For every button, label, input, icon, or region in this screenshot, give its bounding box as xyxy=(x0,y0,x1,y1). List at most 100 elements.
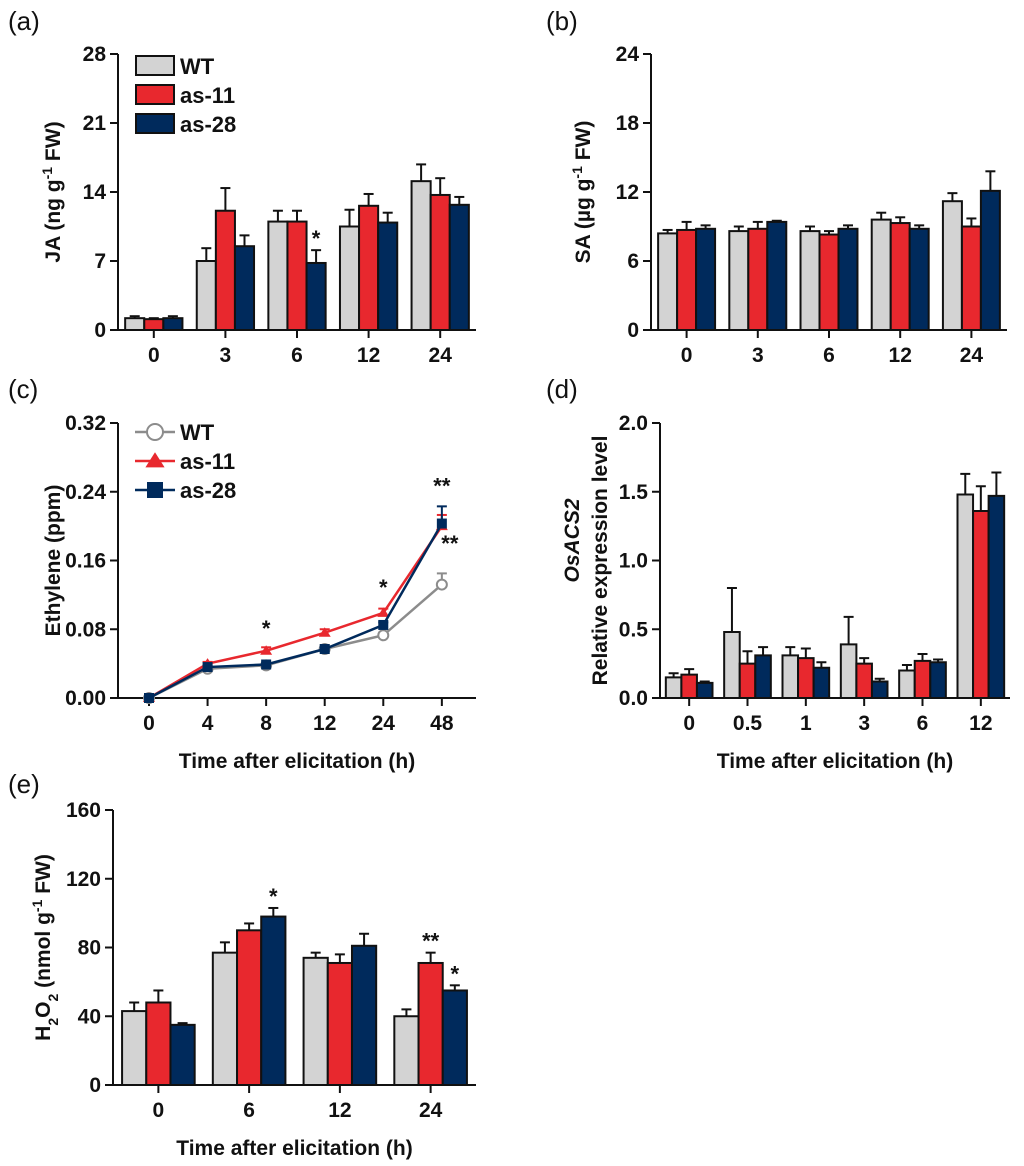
bar-as-28 xyxy=(260,915,287,1086)
bar-as-11 xyxy=(236,929,263,1086)
y-tick-label: 0.32 xyxy=(65,412,106,435)
point-as-11 xyxy=(260,645,273,655)
x-axis-label: Time after elicitation (h) xyxy=(176,1137,413,1160)
bar-as-28 xyxy=(766,220,788,331)
bar-as-28 xyxy=(908,227,930,331)
point-as-11 xyxy=(318,627,331,637)
significance-marker: * xyxy=(269,884,278,909)
y-tick-label: 0.24 xyxy=(65,481,106,504)
y-tick-label: 0 xyxy=(627,319,639,342)
x-tick-label: 0.5 xyxy=(733,712,763,735)
y-axis-label: SA (µg g-1 FW) xyxy=(569,121,595,264)
legend-swatch-as-28 xyxy=(135,113,175,134)
x-tick-label: 12 xyxy=(969,712,992,735)
bar-as-11 xyxy=(855,662,873,699)
bar-wt xyxy=(195,260,217,331)
x-axis-label: Time after elicitation (h) xyxy=(179,750,416,773)
y-tick-label: 0.08 xyxy=(65,618,106,641)
y-tick-label: 1.5 xyxy=(619,481,649,504)
y-tick-label: 0 xyxy=(94,319,106,342)
bar-wt xyxy=(723,631,741,699)
legend-label: as-28 xyxy=(180,112,236,137)
x-tick-label: 6 xyxy=(243,1099,255,1122)
legend-swatch-wt xyxy=(135,55,175,76)
point-as-28 xyxy=(261,659,272,670)
bar-as-11 xyxy=(326,961,353,1086)
legend-marker-as-28 xyxy=(147,482,163,498)
x-tick-label: 3 xyxy=(220,344,232,367)
bar-as-28 xyxy=(448,203,470,331)
x-tick-label: 1 xyxy=(800,712,812,735)
bar-wt xyxy=(839,643,858,699)
bar-as-11 xyxy=(214,209,236,332)
x-tick-label: 0 xyxy=(143,712,155,735)
bar-as-11 xyxy=(738,662,757,699)
x-tick-label: 12 xyxy=(357,344,380,367)
x-tick-label: 4 xyxy=(202,712,214,735)
significance-marker: ** xyxy=(433,473,451,498)
x-tick-label: 0 xyxy=(153,1099,165,1122)
x-tick-label: 24 xyxy=(429,344,453,367)
bar-as-28 xyxy=(929,661,947,699)
bar-as-11 xyxy=(676,228,698,331)
panel-label: (e) xyxy=(8,769,40,799)
bar-wt xyxy=(657,232,679,331)
bar-wt xyxy=(870,218,892,332)
panel-c-ethylene-chart: (c) 0.00 0.08 0.16 0.24 0.32 Ethylene (ppm) Tim… xyxy=(8,374,476,773)
bar-as-11 xyxy=(286,220,308,331)
bar-wt xyxy=(410,180,432,331)
bar-as-28 xyxy=(305,261,327,332)
point-as-28 xyxy=(202,662,213,673)
x-tick-label: 6 xyxy=(917,712,929,735)
bar-wt xyxy=(799,230,821,332)
x-tick-label: 24 xyxy=(960,344,984,367)
bar-as-28 xyxy=(233,245,256,331)
significance-marker: ** xyxy=(422,929,440,954)
x-tick-label: 3 xyxy=(752,344,764,367)
bar-as-28 xyxy=(870,680,889,699)
bar-as-11 xyxy=(889,222,911,331)
point-as-11 xyxy=(377,607,390,617)
panel-label: (b) xyxy=(546,6,578,36)
y-tick-label: 14 xyxy=(83,181,107,204)
y-axis-label: Ethylene (ppm) xyxy=(42,485,65,637)
bar-as-28 xyxy=(987,494,1006,699)
y-tick-label: 28 xyxy=(83,43,107,66)
bar-as-11 xyxy=(797,657,815,699)
bar-wt xyxy=(781,654,800,699)
bar-as-28 xyxy=(979,189,1001,331)
x-tick-label: 24 xyxy=(372,712,396,735)
y-tick-label: 12 xyxy=(616,181,639,204)
x-tick-label: 12 xyxy=(313,712,336,735)
y-tick-label: 80 xyxy=(78,937,101,960)
bar-as-11 xyxy=(913,659,932,699)
significance-marker: * xyxy=(451,961,460,986)
bar-wt xyxy=(124,317,146,331)
bar-wt xyxy=(393,1015,420,1086)
y-tick-label: 40 xyxy=(78,1005,101,1028)
y-tick-label: 18 xyxy=(616,112,640,135)
y-tick-label: 160 xyxy=(66,799,101,822)
legend-label: as-11 xyxy=(180,83,235,108)
bar-as-11 xyxy=(143,318,165,331)
y-tick-label: 0.5 xyxy=(619,618,649,641)
bar-as-11 xyxy=(417,961,444,1086)
point-as-28 xyxy=(378,619,389,630)
y-tick-label: 0.16 xyxy=(65,550,106,573)
bar-wt xyxy=(728,230,750,332)
bar-as-28 xyxy=(812,666,831,699)
bar-as-28 xyxy=(162,317,184,331)
legend-label: as-28 xyxy=(180,478,236,503)
bar-wt xyxy=(121,1010,148,1086)
x-tick-label: 3 xyxy=(858,712,870,735)
y-tick-label: 6 xyxy=(627,250,639,273)
x-tick-label: 12 xyxy=(889,344,912,367)
bar-as-28 xyxy=(169,1023,196,1086)
x-tick-label: 8 xyxy=(260,712,272,735)
x-tick-label: 48 xyxy=(430,712,454,735)
bar-as-11 xyxy=(145,1001,172,1086)
panel-d-osacs2-expression-chart: (d) 0.0 0.5 1.0 1.5 2.0 OsACS2 Relative express… xyxy=(546,374,1010,773)
bar-as-11 xyxy=(680,673,698,699)
